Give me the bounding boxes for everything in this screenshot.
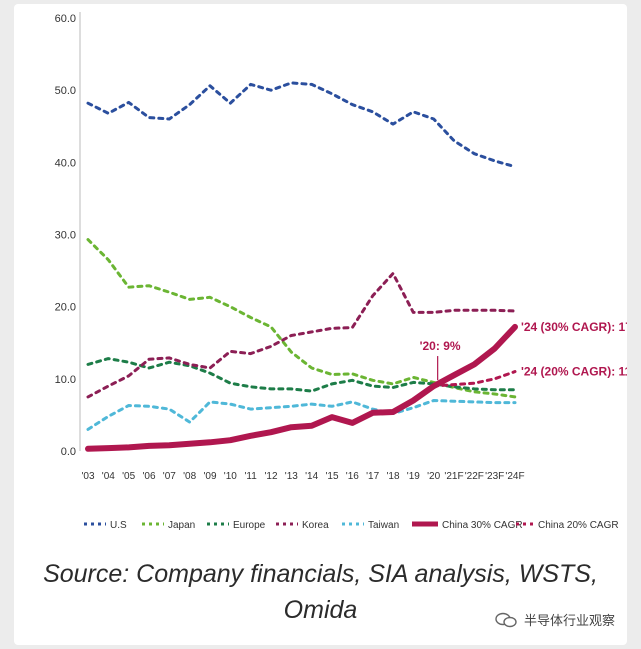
x-tick-label: '11 bbox=[245, 471, 258, 482]
x-tick-label: '12 bbox=[264, 471, 277, 482]
x-tick-label: '03 bbox=[81, 471, 94, 482]
legend-label: U.S bbox=[110, 520, 127, 531]
series-line-2 bbox=[86, 357, 517, 393]
line-chart: 0.0 10.0 20.0 30.0 40.0 50.0 60.0 '03 '04 '05 '06 '… bbox=[55, 12, 627, 531]
series-line-0 bbox=[86, 81, 517, 169]
y-tick-label: 10.0 bbox=[55, 374, 76, 386]
x-tick-label: '07 bbox=[163, 471, 176, 482]
y-tick-label: 30.0 bbox=[55, 230, 76, 242]
x-tick-label: '17 bbox=[366, 471, 379, 482]
annotation-label: '24 (20% CAGR): 11% bbox=[521, 365, 627, 379]
legend-label: Taiwan bbox=[368, 520, 399, 531]
x-tick-label: '22F bbox=[465, 471, 484, 482]
y-tick-label: 50.0 bbox=[55, 85, 76, 97]
x-tick-label: '10 bbox=[224, 471, 237, 482]
watermark: 半导体行业观察 bbox=[494, 610, 615, 629]
annotation-label: '24 (30% CAGR): 17% bbox=[521, 320, 627, 334]
x-tick-label: '20 bbox=[427, 471, 440, 482]
wechat-icon bbox=[495, 612, 517, 627]
series-line-1 bbox=[86, 238, 517, 399]
series-line-3 bbox=[86, 272, 517, 399]
x-tick-label: '08 bbox=[183, 471, 196, 482]
legend-label: China 20% CAGR bbox=[538, 520, 619, 531]
x-tick-label: '09 bbox=[203, 471, 216, 482]
legend-label: China 30% CAGR bbox=[442, 520, 523, 531]
x-tick-label: '19 bbox=[407, 471, 420, 482]
source-caption: Source: Company financials, SIA analysis… bbox=[43, 560, 598, 624]
x-tick-label: '05 bbox=[122, 471, 135, 482]
legend-label: Korea bbox=[302, 520, 329, 531]
x-tick-label: '14 bbox=[305, 471, 318, 482]
x-tick-label: '21F bbox=[444, 471, 463, 482]
chart-card: 0.0 10.0 20.0 30.0 40.0 50.0 60.0 '03 '04 '05 '06 '… bbox=[14, 4, 627, 645]
legend-label: Japan bbox=[168, 520, 195, 531]
y-tick-label: 60.0 bbox=[55, 13, 76, 25]
x-tick-label: '18 bbox=[386, 471, 399, 482]
x-tick-label: '04 bbox=[102, 471, 115, 482]
series-line-4 bbox=[86, 399, 517, 431]
x-tick-label: '23F bbox=[485, 471, 504, 482]
x-tick-label: '06 bbox=[142, 471, 155, 482]
series-line-6 bbox=[432, 370, 517, 388]
x-tick-label: '24F bbox=[505, 471, 524, 482]
x-tick-label: '16 bbox=[346, 471, 359, 482]
x-tick-label: '13 bbox=[285, 471, 298, 482]
annotation-label: '20: 9% bbox=[420, 339, 461, 353]
legend-label: Europe bbox=[233, 520, 266, 531]
watermark-text: 半导体行业观察 bbox=[523, 613, 615, 628]
x-tick-label: '15 bbox=[325, 471, 338, 482]
y-tick-label: 20.0 bbox=[55, 302, 76, 314]
series-line-5 bbox=[85, 323, 518, 452]
y-tick-label: 0.0 bbox=[61, 446, 76, 458]
y-tick-label: 40.0 bbox=[55, 157, 76, 169]
